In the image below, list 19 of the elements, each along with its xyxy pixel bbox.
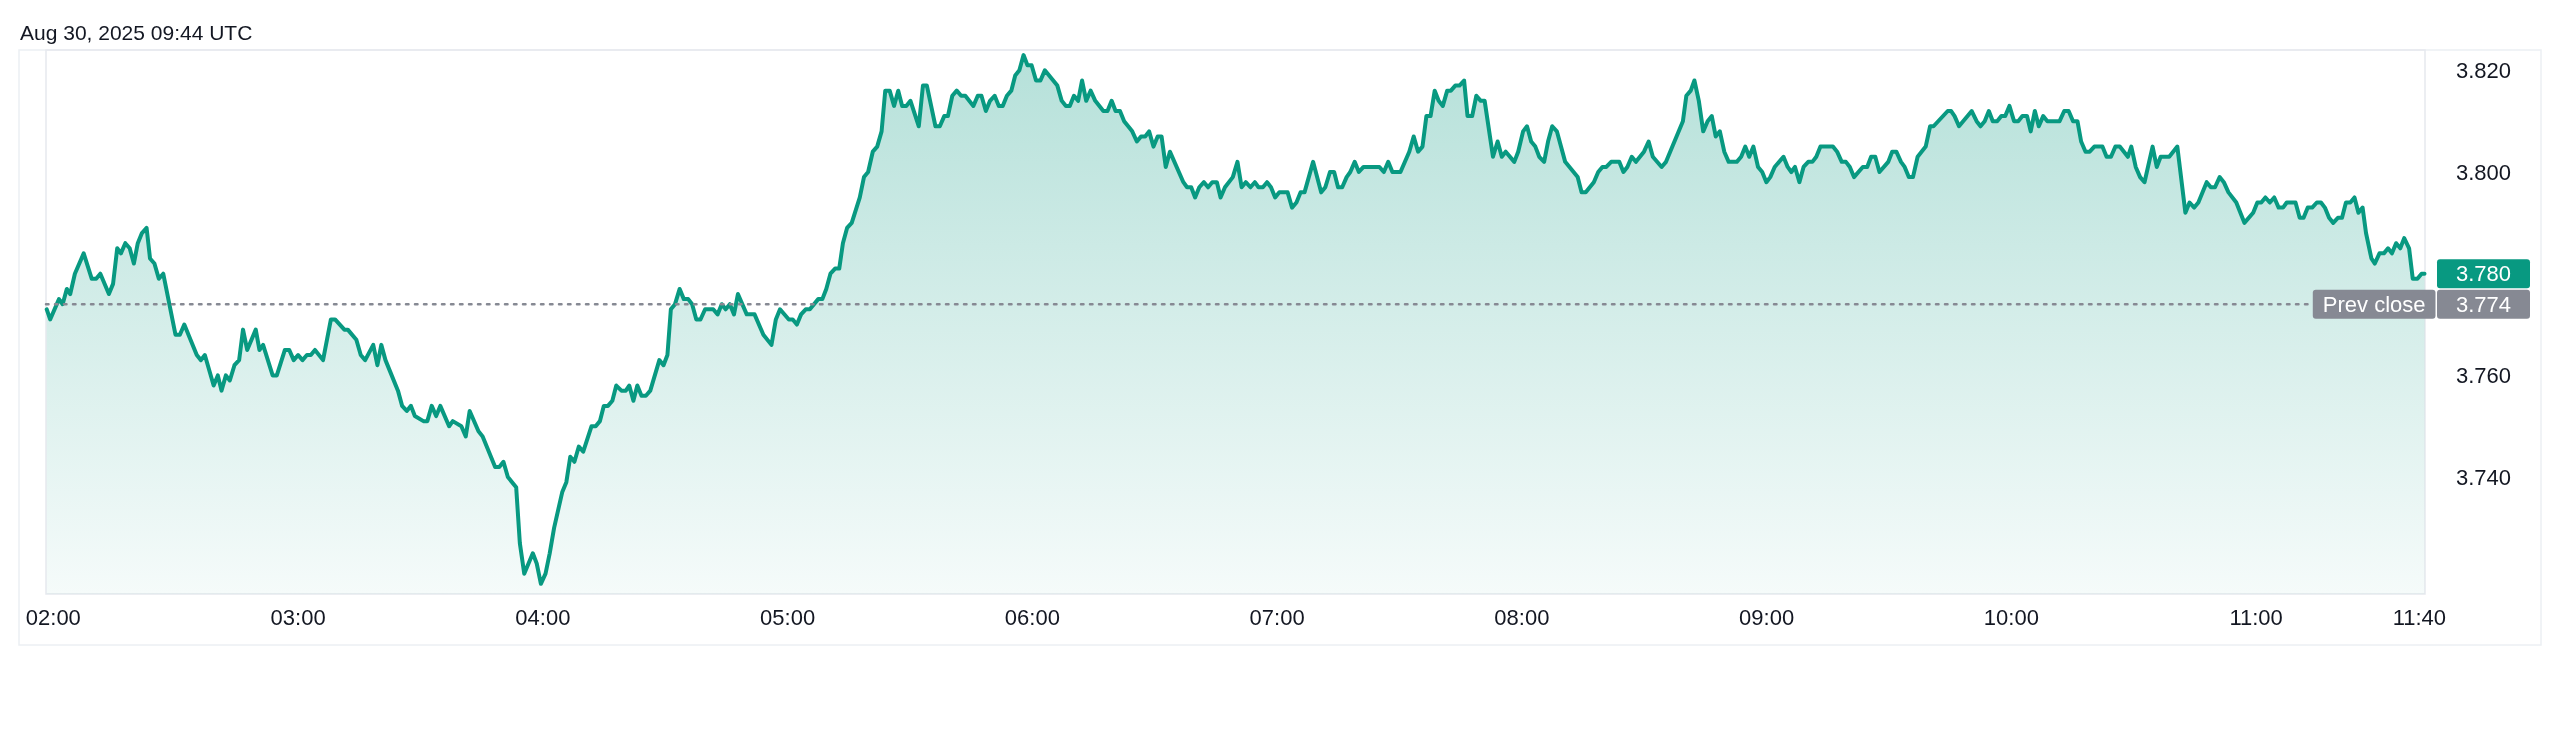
data-label: 3.780 xyxy=(2455,261,2512,287)
y-tick-label: 3.800 xyxy=(2455,159,2512,185)
x-tick-label: 03:00 xyxy=(270,604,326,630)
x-tick-label: 11:00 xyxy=(2229,604,2283,630)
text: Aug 30, 2025 09:44 UTC xyxy=(20,20,253,44)
x-tick-label: 11:40 xyxy=(2392,604,2447,630)
y-tick-label: 3.820 xyxy=(2455,57,2512,83)
y-tick-label: 3.774 xyxy=(2455,291,2512,317)
x-tick-label: 04:00 xyxy=(515,604,571,630)
x-tick-label: 06:00 xyxy=(1004,604,1060,630)
x-tick-label: 09:00 xyxy=(1739,604,1795,630)
y-tick-label: 3.740 xyxy=(2455,464,2512,490)
x-tick-label: 05:00 xyxy=(760,604,816,630)
y-tick-label: 3.760 xyxy=(2455,362,2512,388)
x-tick-label: 08:00 xyxy=(1494,604,1550,630)
ref-line-label: Prev close xyxy=(2322,291,2426,317)
x-tick-label: 10:00 xyxy=(1983,604,2039,630)
x-tick-label: 02:00 xyxy=(25,604,81,630)
x-tick-label: 07:00 xyxy=(1249,604,1305,630)
